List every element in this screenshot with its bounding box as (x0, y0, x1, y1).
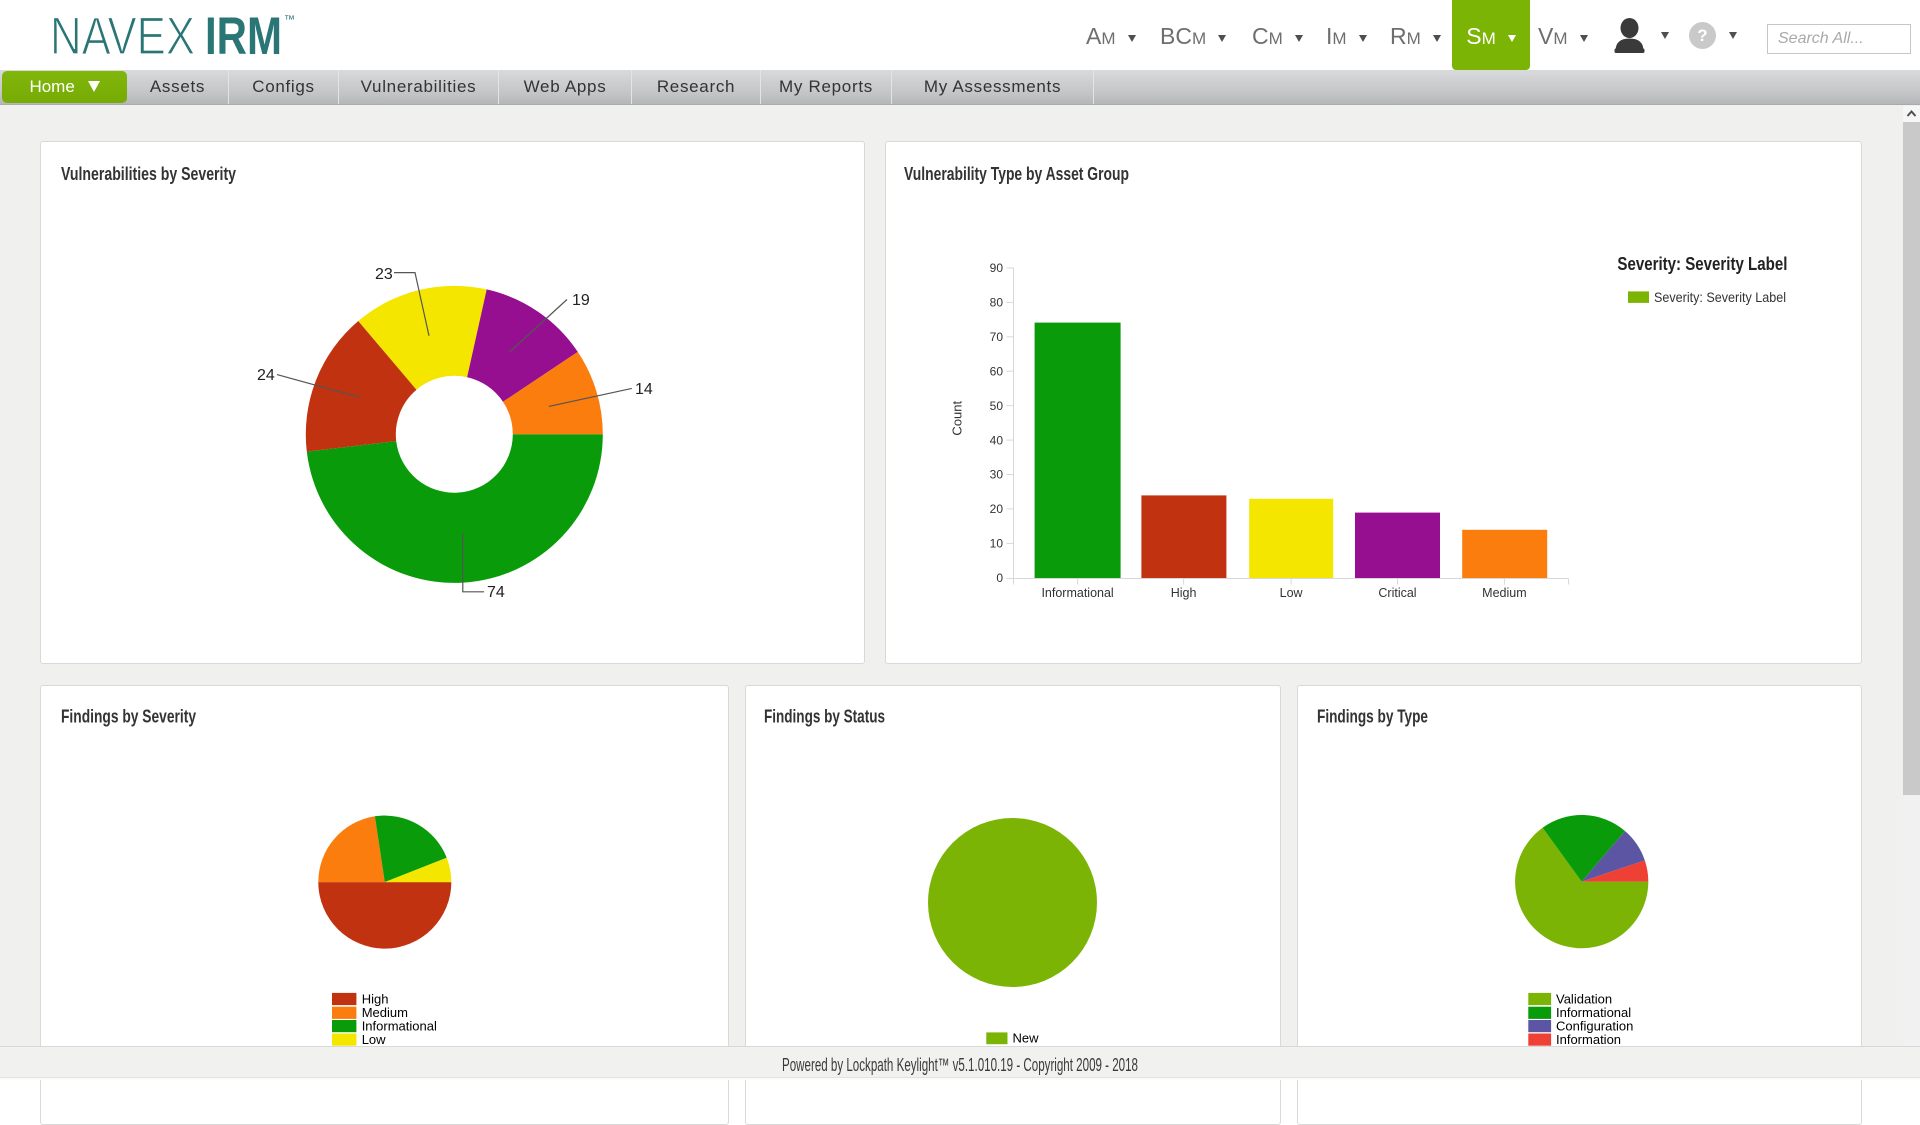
svg-text:Informational: Informational (1556, 1005, 1631, 1020)
svg-text:Findings by Severity: Findings by Severity (61, 707, 196, 727)
svg-text:IRM: IRM (205, 9, 282, 61)
svg-text:Validation: Validation (1556, 991, 1612, 1006)
svg-text:Informational: Informational (362, 1019, 437, 1034)
svg-text:Critical: Critical (1378, 586, 1416, 600)
svg-text:80: 80 (990, 296, 1004, 310)
svg-text:Severity: Severity Label: Severity: Severity Label (1617, 254, 1787, 274)
svg-text:Low: Low (1280, 586, 1304, 600)
svg-text:30: 30 (990, 468, 1004, 482)
svg-text:Powered by Lockpath Keylight™: Powered by Lockpath Keylight™ v5.1.010.1… (782, 1055, 1138, 1075)
svg-text:0: 0 (996, 571, 1003, 585)
svg-text:NAVEX: NAVEX (50, 9, 195, 61)
svg-text:Medium: Medium (362, 1005, 408, 1020)
svg-text:10: 10 (990, 537, 1004, 551)
svg-text:Findings by Status: Findings by Status (764, 707, 885, 727)
svg-text:High: High (1171, 586, 1197, 600)
svg-text:Vulnerabilities by Severity: Vulnerabilities by Severity (61, 164, 236, 184)
svg-text:Severity: Severity Label: Severity: Severity Label (1654, 289, 1786, 305)
svg-text:Informational: Informational (1041, 586, 1113, 600)
svg-text:Low: Low (362, 1032, 386, 1047)
svg-text:Medium: Medium (1482, 586, 1526, 600)
svg-text:20: 20 (990, 502, 1004, 516)
svg-text:High: High (362, 991, 389, 1006)
svg-text:Configuration: Configuration (1556, 1019, 1633, 1034)
svg-text:Information: Information (1556, 1032, 1621, 1047)
svg-text:Vulnerability Type by Asset Gr: Vulnerability Type by Asset Group (904, 164, 1129, 184)
svg-text:60: 60 (990, 364, 1004, 378)
svg-text:14: 14 (635, 381, 653, 398)
svg-text:90: 90 (990, 261, 1004, 275)
svg-text:19: 19 (572, 292, 590, 309)
svg-text:24: 24 (257, 367, 275, 384)
svg-text:70: 70 (990, 330, 1004, 344)
svg-text:™: ™ (284, 14, 295, 26)
svg-text:Findings by Type: Findings by Type (1317, 707, 1428, 727)
svg-text:New: New (1013, 1031, 1040, 1046)
svg-text:40: 40 (990, 433, 1004, 447)
svg-text:74: 74 (487, 584, 505, 601)
svg-text:Count: Count (950, 400, 965, 435)
svg-text:23: 23 (375, 266, 393, 283)
svg-text:50: 50 (990, 399, 1004, 413)
